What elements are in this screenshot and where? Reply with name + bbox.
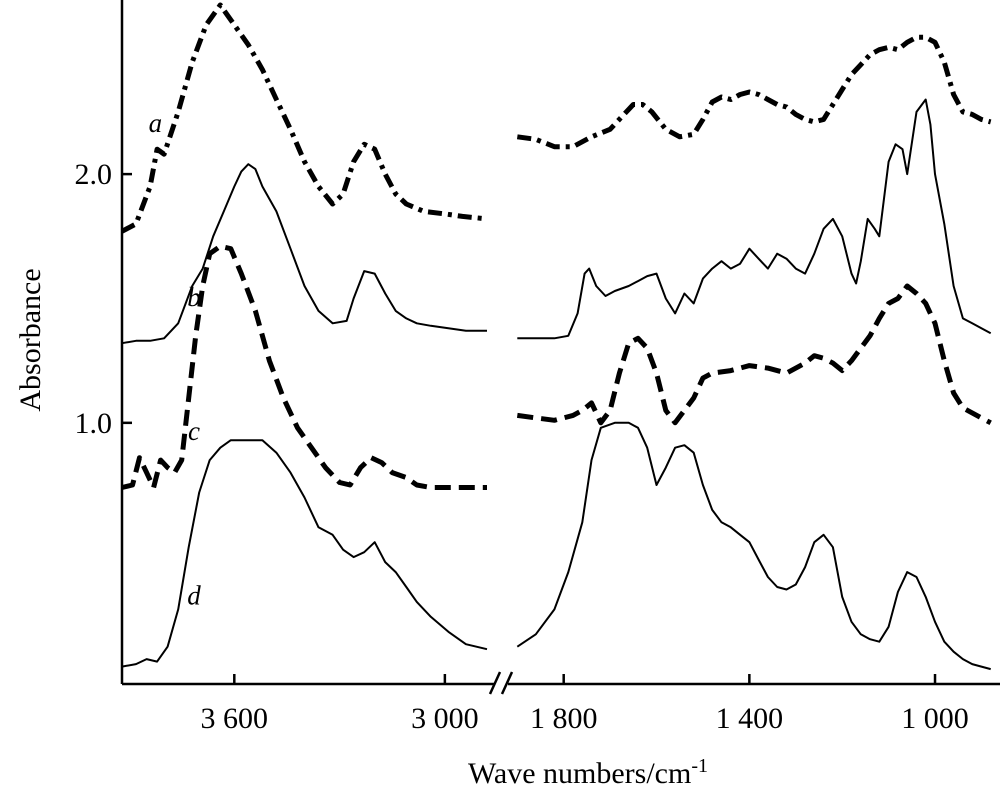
series-labels: a b c d (149, 108, 202, 611)
x-axis-title-superscript: -1 (691, 755, 708, 777)
plot-series (120, 2, 992, 671)
x-tick-label: 1 400 (716, 702, 784, 735)
series-a-label: a (149, 108, 163, 138)
x-tick-label: 1 000 (901, 702, 969, 735)
series-c-label: c (188, 416, 200, 446)
x-tick-label: 3 000 (411, 702, 479, 735)
tick-labels: 1.0 2.0 3 600 3 000 1 800 1 400 1 000 (75, 158, 969, 735)
series-a-line (516, 34, 992, 150)
axis-break-mark (500, 671, 514, 695)
series-b-line (517, 98, 992, 340)
series-c-line (121, 243, 487, 490)
series-c-line (516, 283, 992, 426)
axes (120, 0, 1000, 695)
x-tick-label: 3 600 (201, 702, 269, 735)
x-axis-title-text: Wave numbers/cm (468, 757, 691, 790)
x-tick-label: 1 800 (530, 702, 598, 735)
series-d-label: d (187, 580, 201, 610)
series-b-label: b (187, 282, 201, 312)
series-a-line (120, 2, 488, 234)
series-d-line (121, 439, 488, 668)
y-axis-title: Absorbance (14, 268, 47, 411)
y-tick-label: 2.0 (75, 158, 113, 191)
y-tick-label: 1.0 (75, 407, 113, 440)
x-axis-title: Wave numbers/cm-1 (468, 755, 708, 790)
axis-break-mark (488, 671, 502, 695)
series-d-line (516, 421, 991, 671)
series-b-line (121, 163, 487, 345)
